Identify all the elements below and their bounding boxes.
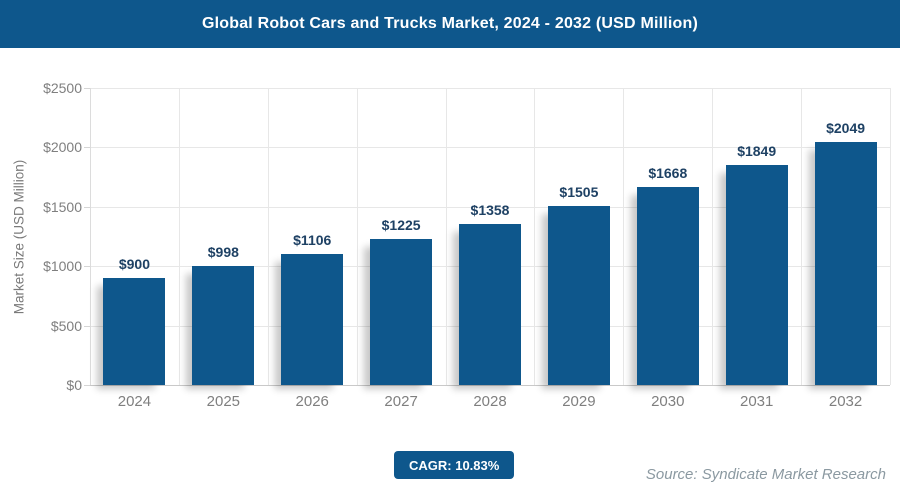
x-axis-label-2024: 2024	[117, 393, 152, 410]
y-tick-mark	[84, 88, 90, 89]
vertical-gridline	[534, 88, 536, 385]
x-axis-label-2030: 2030	[651, 393, 685, 410]
x-axis-label-2032: 2032	[828, 393, 863, 410]
bar-value-label: $1358	[470, 201, 510, 218]
x-axis-label-2026: 2026	[295, 393, 329, 410]
x-axis-label-2028: 2028	[473, 393, 507, 410]
bar-column-2026: $1106	[268, 88, 357, 385]
chart-title-banner: Global Robot Cars and Trucks Market, 202…	[0, 0, 900, 48]
bar-2031	[725, 165, 788, 385]
bar-column-2032: $2049	[801, 88, 890, 385]
chart-title: Global Robot Cars and Trucks Market, 202…	[201, 15, 699, 32]
vertical-gridline	[90, 88, 91, 385]
bar-value-label: $2049	[826, 119, 866, 136]
y-tick-mark	[84, 266, 90, 268]
bar-2028	[459, 223, 521, 385]
bar-2026	[281, 253, 344, 385]
bar-column-2025: $998	[179, 88, 268, 385]
y-tick-mark	[84, 385, 90, 386]
bar-2029	[547, 206, 610, 385]
vertical-gridline	[267, 88, 269, 385]
bar-column-2024: $900	[90, 88, 179, 385]
vertical-gridline	[623, 88, 625, 385]
bar-column-2030: $1668	[623, 88, 712, 385]
vertical-gridline	[890, 88, 891, 385]
vertical-gridline	[356, 88, 358, 385]
bars-container: $900 $998 $1106 $1225 $1358 $1505 $1668 $1849 $2…	[90, 88, 890, 385]
vertical-gridline	[801, 88, 803, 385]
vertical-gridline	[712, 88, 714, 385]
bar-2027	[370, 239, 433, 385]
bar-2032	[814, 141, 877, 385]
x-axis-label-2025: 2025	[206, 393, 241, 410]
bar-value-label: $1225	[381, 217, 421, 234]
horizontal-gridline	[90, 147, 890, 149]
horizontal-gridline	[90, 88, 890, 89]
plot-area: $900 $998 $1106 $1225 $1358 $1505 $1668 $1849 $2…	[90, 88, 891, 386]
y-tick-label: $1500	[43, 198, 82, 215]
horizontal-gridline	[90, 385, 890, 386]
bar-column-2028: $1358	[446, 88, 535, 385]
bar-2025	[192, 266, 255, 385]
y-tick-label: $0	[66, 377, 82, 393]
y-tick-label: $2000	[43, 139, 82, 156]
bar-column-2031: $1849	[712, 88, 801, 385]
bar-value-label: $998	[207, 244, 239, 261]
x-axis-labels: 2024 2025 2026 2027 2028 2029 2030 2031 2032	[90, 393, 890, 410]
bar-value-label: $1849	[737, 143, 777, 160]
bar-value-label: $900	[118, 256, 151, 273]
cagr-badge: CAGR: 10.83%	[394, 451, 515, 479]
bar-value-label: $1505	[559, 184, 599, 201]
y-axis-title: Market Size (USD Million)	[11, 159, 27, 315]
source-attribution: Source: Syndicate Market Research	[645, 466, 886, 483]
y-tick-mark	[84, 325, 90, 327]
bar-column-2029: $1505	[534, 88, 623, 385]
bar-2030	[636, 186, 699, 385]
bar-value-label: $1668	[648, 164, 688, 181]
bar-2024	[103, 278, 166, 385]
x-axis-label-2031: 2031	[739, 393, 774, 410]
bar-column-2027: $1225	[357, 88, 446, 385]
vertical-gridline	[445, 88, 447, 385]
y-tick-label: $1000	[43, 258, 82, 275]
y-tick-label: $500	[50, 317, 82, 334]
y-tick-label: $2500	[43, 80, 82, 96]
horizontal-gridline	[90, 206, 890, 208]
y-tick-mark	[84, 206, 90, 208]
x-axis-label-2027: 2027	[384, 393, 418, 410]
bar-value-label: $1106	[293, 231, 332, 248]
y-tick-mark	[84, 147, 90, 149]
x-axis-label-2029: 2029	[562, 393, 596, 410]
vertical-gridline	[178, 88, 180, 385]
